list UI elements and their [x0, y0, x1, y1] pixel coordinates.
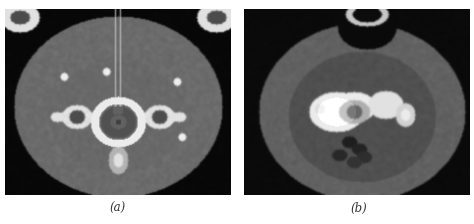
- Text: (a): (a): [109, 202, 126, 215]
- Text: (b): (b): [351, 202, 368, 215]
